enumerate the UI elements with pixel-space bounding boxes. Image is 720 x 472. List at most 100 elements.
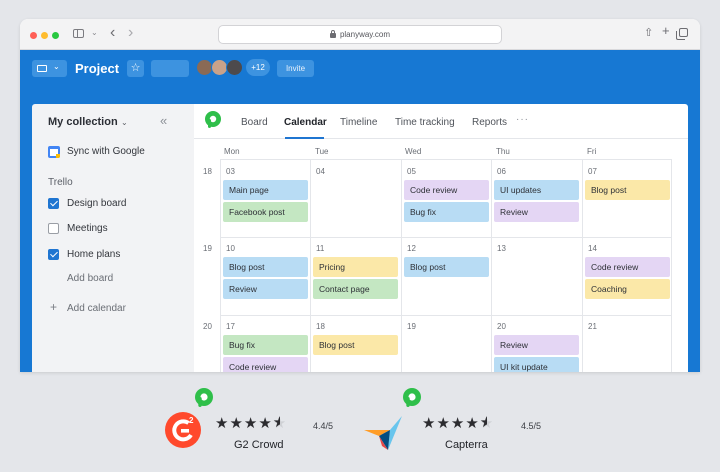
extra-members-badge[interactable]: +12 <box>246 59 270 76</box>
date-number: 11 <box>316 244 325 253</box>
day-name: Tue <box>315 147 329 156</box>
more-tabs-icon[interactable]: ··· <box>516 114 529 125</box>
calendar-card[interactable]: Blog post <box>313 335 398 355</box>
calendar-day-header: Mon Tue Wed Thu Fri <box>194 139 688 159</box>
view-tabs: Board Calendar Timeline Time tracking Re… <box>194 104 688 139</box>
back-arrow-icon[interactable]: ‹ <box>110 24 116 41</box>
checkbox[interactable] <box>48 198 59 209</box>
date-number: 21 <box>588 322 597 331</box>
checkbox[interactable] <box>48 249 59 260</box>
ratings-section: 2 ★★★★★★ 4.4/5 G2 Crowd ★★★★★★ 4.5/5 Cap… <box>0 372 720 472</box>
tab-board[interactable]: Board <box>241 117 268 128</box>
tab-timeline[interactable]: Timeline <box>340 117 378 128</box>
date-number: 03 <box>226 167 235 176</box>
section-label: Trello <box>48 177 73 188</box>
url-text: planyway.com <box>339 30 391 39</box>
close-window-button[interactable] <box>30 32 37 39</box>
calendar-card[interactable]: Code review <box>223 357 308 372</box>
tab-calendar[interactable]: Calendar <box>284 117 327 128</box>
calendar-card[interactable]: Code review <box>404 180 489 200</box>
maximize-window-button[interactable] <box>52 32 59 39</box>
day-name: Thu <box>496 147 510 156</box>
plus-icon[interactable]: + <box>50 300 58 314</box>
add-board-button[interactable]: Add board <box>67 273 114 284</box>
calendar-card[interactable]: Blog post <box>404 257 489 277</box>
calendar-card[interactable]: Coaching <box>585 279 670 299</box>
header-blank-button[interactable] <box>151 60 189 77</box>
grid-line <box>310 160 311 372</box>
capterra-stars: ★★★★★★ <box>422 415 495 432</box>
grid-line <box>220 315 672 316</box>
calendar-card[interactable]: UI kit update <box>494 357 579 372</box>
chevron-down-icon[interactable]: ⌄ <box>121 118 128 127</box>
collapse-sidebar-icon[interactable]: « <box>160 113 168 128</box>
calendar-card[interactable]: Contact page <box>313 279 398 299</box>
date-number: 12 <box>407 244 416 253</box>
grid-line <box>582 160 583 372</box>
calendar-card[interactable]: Blog post <box>585 180 670 200</box>
board-label: Home plans <box>67 249 121 260</box>
star-button[interactable]: ☆ <box>127 60 144 77</box>
day-name: Mon <box>224 147 240 156</box>
sidebar: My collection ⌄ « Sync with Google Trell… <box>32 104 194 372</box>
calendar-card[interactable]: Code review <box>585 257 670 277</box>
checkbox[interactable] <box>48 223 59 234</box>
calendar-card[interactable]: Pricing <box>313 257 398 277</box>
new-tab-icon[interactable]: + <box>662 23 670 38</box>
date-number: 18 <box>316 322 325 331</box>
week-number: 19 <box>203 244 212 253</box>
date-number: 05 <box>407 167 416 176</box>
date-number: 14 <box>588 244 597 253</box>
date-number: 10 <box>226 244 235 253</box>
g2-stars: ★★★★★★ <box>215 415 288 432</box>
address-bar[interactable]: planyway.com <box>218 25 502 44</box>
calendar-card[interactable]: Main page <box>223 180 308 200</box>
g2-score: 4.4/5 <box>313 421 334 431</box>
invite-button[interactable]: Invite <box>277 60 314 77</box>
chevron-down-icon[interactable]: ⌄ <box>91 28 98 37</box>
tab-time-tracking[interactable]: Time tracking <box>395 117 455 128</box>
forward-arrow-icon[interactable]: › <box>128 24 134 41</box>
planyway-logo-icon <box>205 111 221 128</box>
sidebar-toggle-icon[interactable] <box>73 29 84 38</box>
date-number: 06 <box>497 167 506 176</box>
calendar-card[interactable]: Review <box>494 335 579 355</box>
grid-line <box>671 160 672 372</box>
tabs-overview-icon[interactable] <box>676 28 688 40</box>
calendar-card[interactable]: Blog post <box>223 257 308 277</box>
browser-window: ⌄ ‹ › planyway.com ⇧ + ⌄ Project ☆ +12 I… <box>20 19 700 372</box>
collection-title[interactable]: My collection <box>48 116 118 128</box>
svg-text:2: 2 <box>189 416 194 425</box>
chevron-down-icon: ⌄ <box>53 62 60 71</box>
planyway-logo-icon <box>403 388 421 407</box>
grid-line <box>220 237 672 238</box>
date-number: 17 <box>226 322 235 331</box>
avatar[interactable] <box>226 59 243 76</box>
calendar-card[interactable]: UI updates <box>494 180 579 200</box>
board-label: Meetings <box>67 223 108 234</box>
add-calendar-button[interactable]: Add calendar <box>67 303 126 314</box>
project-switcher-button[interactable]: ⌄ <box>32 60 67 77</box>
app-background: ⌄ Project ☆ +12 Invite My collection ⌄ «… <box>20 50 700 372</box>
date-number: 07 <box>588 167 597 176</box>
g2-name: G2 Crowd <box>234 439 284 451</box>
capterra-score: 4.5/5 <box>521 421 542 431</box>
calendar-card[interactable]: Review <box>223 279 308 299</box>
g2-logo-icon: 2 <box>165 412 201 448</box>
grid-line <box>401 160 402 372</box>
browser-toolbar: ⌄ ‹ › planyway.com ⇧ + <box>20 19 700 50</box>
google-calendar-icon <box>48 146 60 158</box>
board-icon <box>37 65 47 72</box>
calendar-card[interactable]: Bug fix <box>223 335 308 355</box>
planyway-logo-icon <box>195 388 213 407</box>
day-name: Fri <box>587 147 597 156</box>
tab-reports[interactable]: Reports <box>472 117 508 128</box>
grid-line <box>220 160 221 372</box>
minimize-window-button[interactable] <box>41 32 48 39</box>
calendar-card[interactable]: Bug fix <box>404 202 489 222</box>
share-icon[interactable]: ⇧ <box>644 27 654 39</box>
grid-line <box>491 160 492 372</box>
calendar-card[interactable]: Facebook post <box>223 202 308 222</box>
calendar-card[interactable]: Review <box>494 202 579 222</box>
sync-label: Sync with Google <box>67 146 145 157</box>
